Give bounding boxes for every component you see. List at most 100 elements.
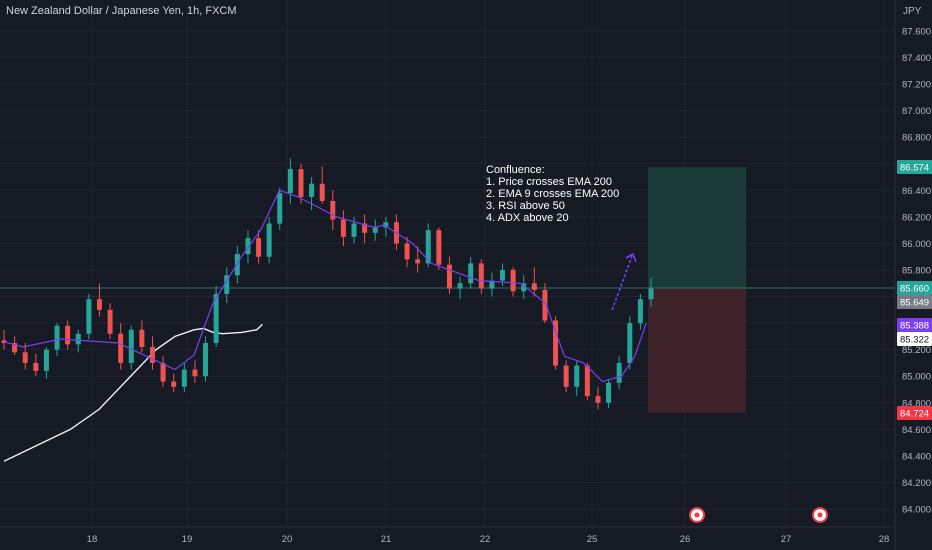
candle xyxy=(574,360,580,397)
candle-body xyxy=(22,352,28,363)
price-label-text: 85.660 xyxy=(900,284,929,295)
candle-body xyxy=(627,323,633,363)
candle-body xyxy=(171,381,177,387)
price-scale: 84.000 84.200 84.400 84.600 84.800 85.000 85.2… xyxy=(894,0,932,550)
y-tick-label: 86.400 xyxy=(902,186,931,197)
stop-zone xyxy=(648,288,746,413)
candle-body xyxy=(86,299,92,334)
event-markers xyxy=(689,507,828,523)
price-label: 85.649 xyxy=(897,295,932,309)
y-tick-label: 86.800 xyxy=(902,133,931,144)
candle-body xyxy=(149,347,155,363)
candle xyxy=(266,216,272,264)
y-tick-label: 86.200 xyxy=(902,212,931,223)
candle-body xyxy=(213,293,219,344)
candle-body xyxy=(309,183,315,197)
candle xyxy=(372,219,378,241)
candle xyxy=(446,256,452,294)
candle xyxy=(436,227,442,270)
candle xyxy=(149,336,155,370)
candle xyxy=(340,210,346,247)
price-label: 85.660 xyxy=(897,281,932,295)
price-label-text: 85.649 xyxy=(900,298,929,309)
projection-arrow xyxy=(611,252,637,311)
candle xyxy=(256,230,262,264)
symbol-title[interactable]: New Zealand Dollar / Japanese Yen, 1h, F… xyxy=(6,5,237,17)
y-tick-label: 84.400 xyxy=(902,451,931,462)
price-label-bg xyxy=(897,332,932,346)
y-tick-label: 87.200 xyxy=(902,80,931,91)
candle xyxy=(118,323,124,370)
candle-body xyxy=(362,223,368,233)
candle-body xyxy=(648,288,654,300)
candle xyxy=(584,362,590,401)
candle-body xyxy=(12,343,18,353)
candle-body xyxy=(277,192,283,224)
candle xyxy=(383,216,389,237)
y-tick-label: 87.600 xyxy=(902,27,931,38)
x-tick-label: 26 xyxy=(680,534,691,545)
candle-body xyxy=(553,320,559,366)
candle-body xyxy=(256,238,262,257)
candle xyxy=(637,293,643,330)
candle xyxy=(33,353,39,377)
candle xyxy=(107,303,113,340)
candle-body xyxy=(468,263,474,284)
candle xyxy=(309,177,315,211)
candle xyxy=(203,336,209,382)
candle-body xyxy=(75,333,81,345)
candle xyxy=(489,272,495,297)
event-marker-icon[interactable] xyxy=(689,507,705,523)
confluence-item: 2. EMA 9 crosses EMA 200 xyxy=(486,188,620,200)
ema-200-line xyxy=(3,323,263,462)
candle-body xyxy=(489,280,495,289)
event-marker-icon[interactable] xyxy=(812,507,828,523)
candle xyxy=(478,259,484,294)
candle xyxy=(298,163,304,204)
candle xyxy=(43,347,49,379)
candle-body xyxy=(574,365,580,387)
price-label-text: 84.724 xyxy=(900,409,929,420)
confluence-item: 4. ADX above 20 xyxy=(486,212,569,224)
candle-body xyxy=(118,333,124,363)
candle-body xyxy=(584,365,590,397)
y-tick-label: 86.000 xyxy=(902,239,931,250)
candle-body xyxy=(425,230,431,264)
candle xyxy=(404,236,410,268)
price-label-bg xyxy=(897,160,932,174)
x-tick-label: 18 xyxy=(87,534,98,545)
candle xyxy=(234,246,240,284)
candle xyxy=(531,267,537,297)
candle-body xyxy=(521,283,527,292)
ema-9-line xyxy=(3,189,647,383)
candle-body xyxy=(606,382,612,403)
candle xyxy=(319,166,325,204)
candle xyxy=(213,285,219,348)
candle-body xyxy=(510,270,516,292)
x-tick-label: 20 xyxy=(282,534,293,545)
position-zones xyxy=(648,167,746,413)
candle xyxy=(181,362,187,393)
candle xyxy=(606,378,612,409)
x-tick-label: 22 xyxy=(480,534,491,545)
price-label-bg xyxy=(897,281,932,295)
candle-body xyxy=(351,223,357,237)
candle xyxy=(96,283,102,317)
candle xyxy=(553,316,559,370)
candle xyxy=(521,275,527,300)
candle-body xyxy=(298,169,304,197)
candle-body xyxy=(181,369,187,387)
candle-body xyxy=(266,223,272,257)
candle xyxy=(362,214,368,244)
candle xyxy=(468,256,474,289)
y-tick-label: 84.000 xyxy=(902,505,931,516)
candle-body xyxy=(404,243,410,260)
candle xyxy=(616,356,622,390)
candle xyxy=(510,267,516,297)
candle xyxy=(22,343,28,370)
y-tick-label: 84.600 xyxy=(902,425,931,436)
candle-body xyxy=(436,230,442,265)
